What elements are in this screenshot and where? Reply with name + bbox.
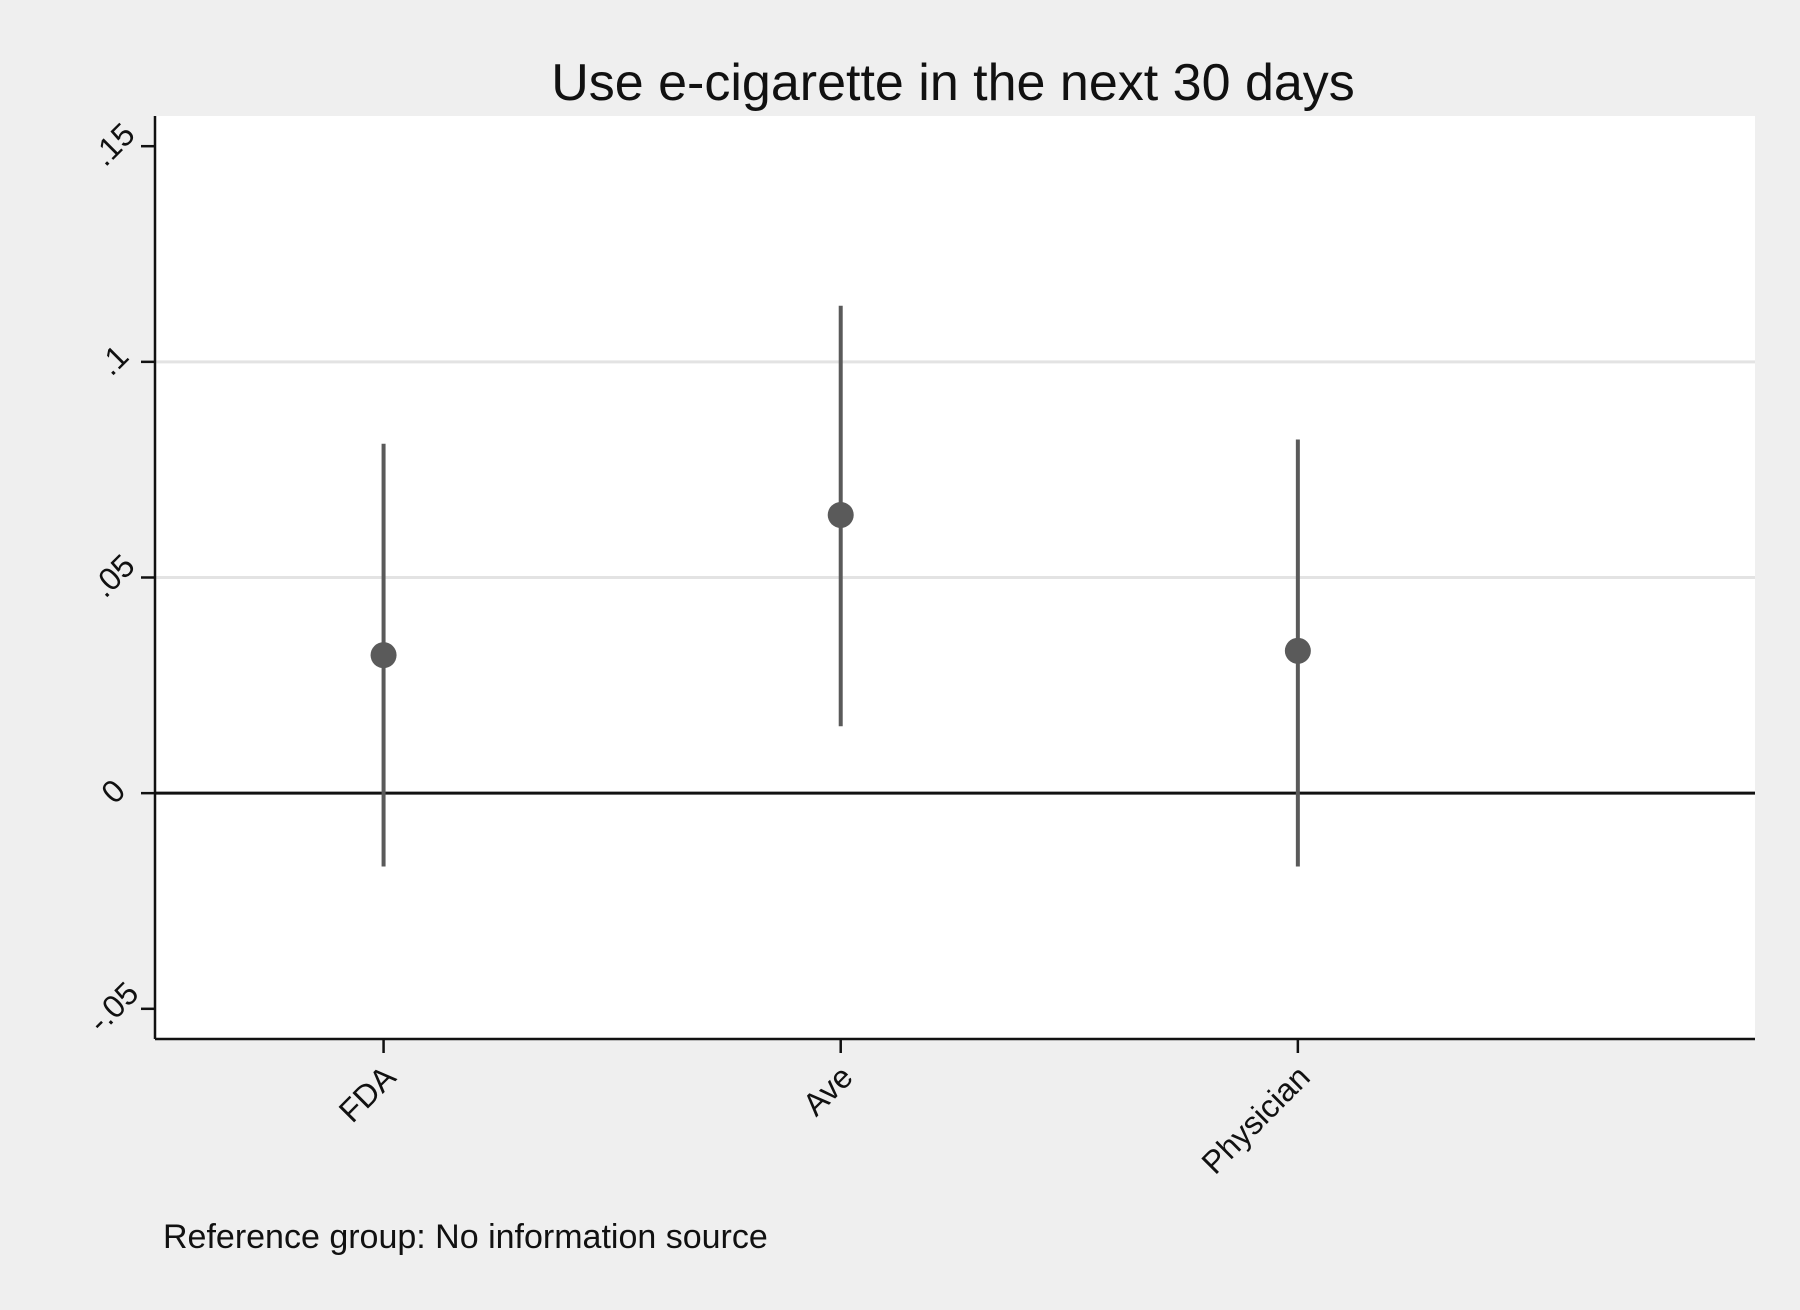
point-estimate (370, 642, 397, 669)
grid-layer (155, 360, 1755, 795)
chart-note: Reference group: No information source (163, 1218, 768, 1256)
series-layer (370, 305, 1311, 867)
point-estimate (1284, 637, 1311, 664)
point-estimate (827, 501, 854, 528)
chart-title: Use e-cigarette in the next 30 days (551, 54, 1355, 112)
